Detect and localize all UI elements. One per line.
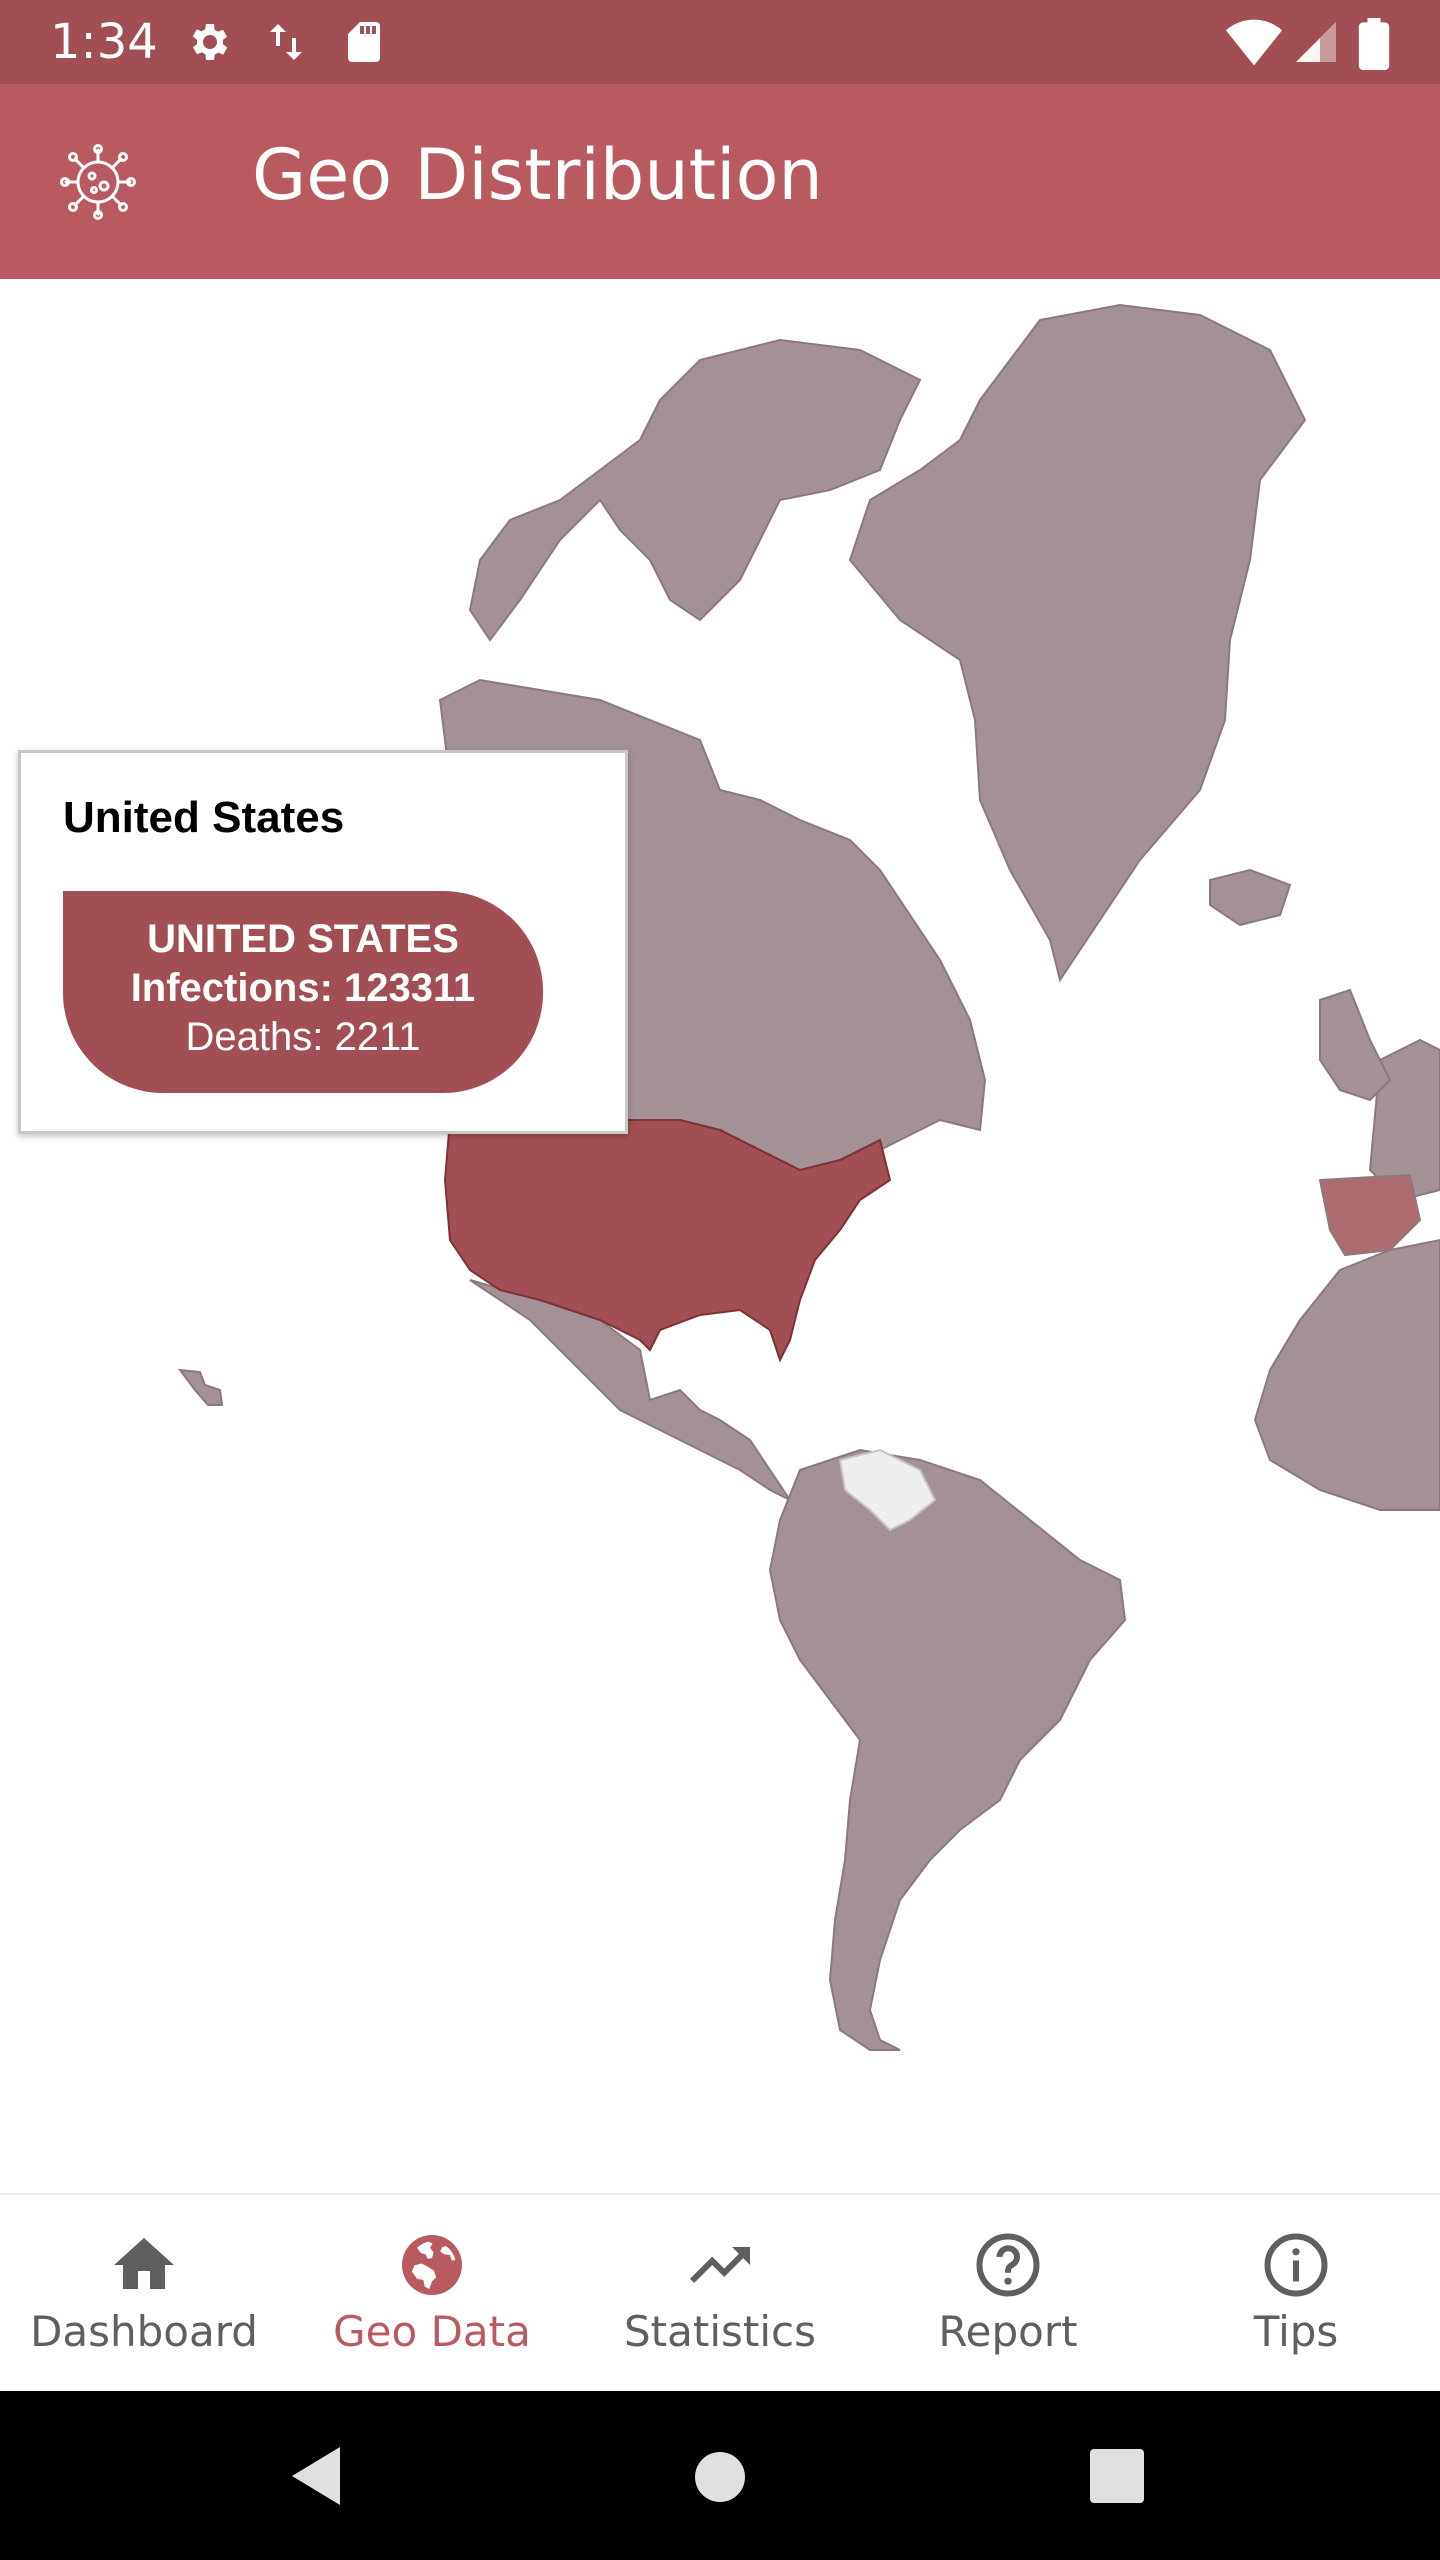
country-africa-edge — [1253, 1238, 1440, 1511]
country-venezuela — [838, 1448, 937, 1532]
country-hawaii — [177, 1368, 224, 1406]
home-icon — [114, 2238, 174, 2289]
settings-icon — [192, 24, 228, 60]
trending-up-icon — [690, 2247, 750, 2283]
tooltip-deaths: Deaths: 2211 — [185, 1015, 421, 1059]
info-icon — [1264, 2233, 1328, 2297]
nav-item-dashboard[interactable]: Dashboard — [0, 2195, 288, 2393]
tooltip-title: United States — [63, 793, 345, 842]
nav-item-tips[interactable]: Tips — [1152, 2195, 1440, 2393]
status-time: 1:34 — [50, 14, 158, 70]
nav-item-report[interactable]: Report — [864, 2195, 1152, 2393]
signal-icon — [1296, 22, 1336, 62]
nav-label-tips: Tips — [1253, 2307, 1339, 2356]
nav-item-statistics[interactable]: Statistics — [576, 2195, 864, 2393]
map-svg[interactable] — [0, 279, 1440, 2193]
back-icon[interactable] — [288, 2445, 344, 2507]
battery-icon — [1358, 18, 1390, 70]
home-circle-icon[interactable] — [694, 2451, 746, 2503]
tooltip-stats-badge: UNITED STATES Infections: 123311 Deaths:… — [63, 891, 543, 1093]
page-title: Geo Distribution — [252, 134, 823, 216]
globe-icon — [402, 2235, 462, 2295]
tooltip-infections: Infections: 123311 — [130, 966, 476, 1010]
help-circle-icon — [976, 2233, 1040, 2297]
sd-card-icon — [348, 22, 380, 62]
status-bar: 1:34 — [0, 0, 1440, 84]
nav-label-dashboard: Dashboard — [30, 2307, 258, 2356]
country-spain — [1318, 1173, 1422, 1257]
wifi-icon — [1226, 19, 1282, 66]
app-bar: Geo Distribution — [0, 84, 1440, 279]
nav-label-statistics: Statistics — [624, 2307, 816, 2356]
nav-item-geo-data[interactable]: Geo Data — [288, 2195, 576, 2393]
nav-label-geo-data: Geo Data — [333, 2307, 531, 2356]
country-south-america — [768, 1448, 1127, 2051]
nav-label-report: Report — [938, 2307, 1078, 2356]
country-canada-islands — [468, 338, 922, 642]
virus-icon[interactable] — [60, 144, 136, 220]
country-united-states — [443, 1119, 892, 1363]
country-uk — [1319, 988, 1392, 1102]
country-iceland — [1209, 868, 1292, 927]
country-greenland — [848, 303, 1307, 983]
world-map[interactable] — [0, 279, 1440, 2193]
tooltip-country-name: UNITED STATES — [147, 917, 459, 961]
system-nav-bar — [0, 2391, 1440, 2560]
bottom-nav: Dashboard Geo Data Statistics Report Tip… — [0, 2193, 1440, 2391]
country-tooltip: United States UNITED STATES Infections: … — [18, 750, 628, 1134]
recents-icon[interactable] — [1090, 2449, 1144, 2503]
data-transfer-icon — [270, 24, 302, 60]
